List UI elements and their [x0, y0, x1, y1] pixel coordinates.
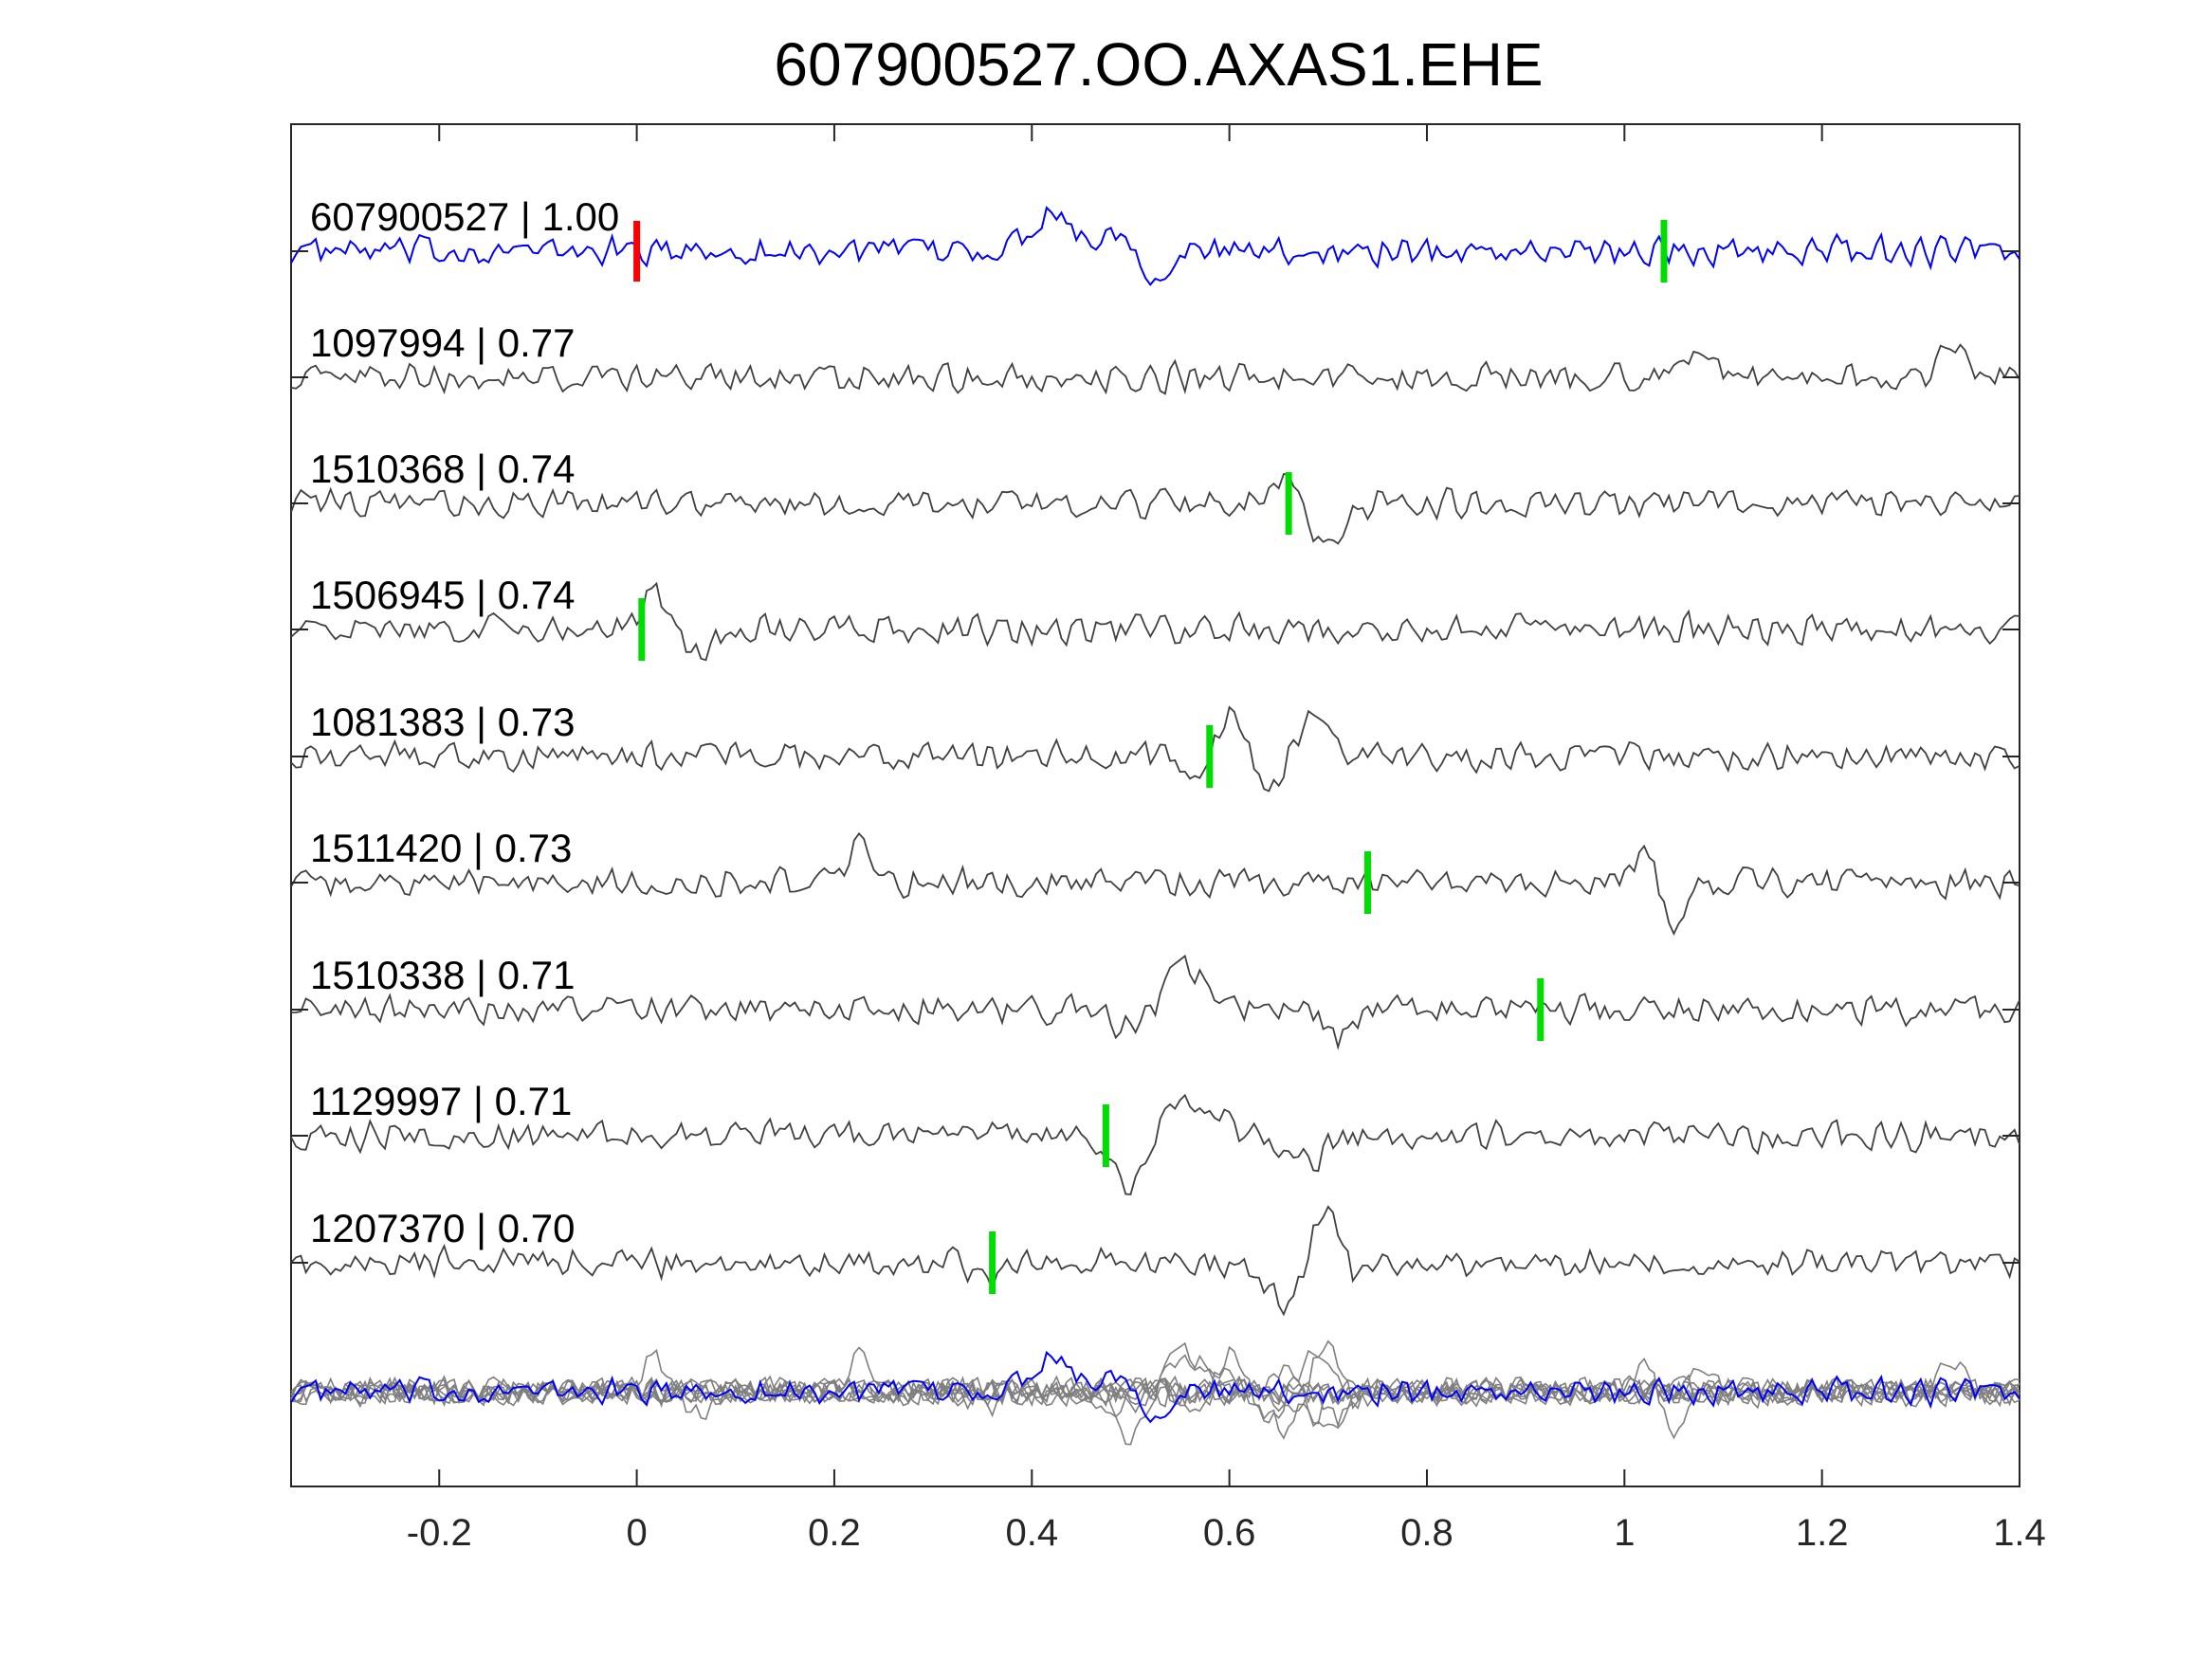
xtick-label: -0.2	[407, 1512, 472, 1554]
trace-line-1510338	[290, 954, 2020, 1051]
stack-line-1207370	[290, 1340, 2020, 1440]
xtick-label: 0	[626, 1512, 647, 1554]
trace-line-1207370	[290, 1205, 2020, 1317]
xtick-label: 0.8	[1400, 1512, 1453, 1554]
trace-label-1510338: 1510338 | 0.71	[310, 953, 576, 997]
trace-line-1097994	[290, 343, 2020, 395]
trace-label-1081383: 1081383 | 0.73	[310, 700, 576, 744]
xtick-label: 0.6	[1203, 1512, 1256, 1554]
xtick-label: 1	[1614, 1512, 1635, 1554]
trace-label-1510368: 1510368 | 0.74	[310, 447, 576, 491]
trace-line-1511420	[290, 831, 2020, 937]
trace-label-1506945: 1506945 | 0.74	[310, 573, 576, 617]
trace-line-1081383	[290, 705, 2020, 793]
x-axis: -0.2 0 0.2 0.4 0.6 0.8 1 1.2 1.4	[407, 124, 2046, 1554]
plot-area	[290, 123, 2020, 1487]
xtick-label: 0.4	[1005, 1512, 1058, 1554]
trace-labels-layer: 607900527 | 1.00 1097994 | 0.77 1510368 | …	[310, 194, 619, 1250]
trace-label-1511420: 1511420 | 0.73	[310, 826, 572, 870]
trace-line-1510368	[290, 472, 2020, 545]
traces-layer	[290, 206, 2020, 1317]
trace-label-607900527: 607900527 | 1.00	[310, 194, 619, 239]
stacked-overlay	[290, 1340, 2020, 1446]
trace-label-1207370: 1207370 | 0.70	[310, 1206, 576, 1250]
trace-line-607900527	[290, 206, 2020, 286]
stack-line-607900527	[290, 1350, 2020, 1424]
picks-layer	[633, 220, 1668, 1294]
chart-title: 607900527.OO.AXAS1.EHE	[774, 30, 1543, 99]
trace-label-1129997: 1129997 | 0.71	[310, 1079, 572, 1123]
xtick-label: 1.2	[1796, 1512, 1849, 1554]
xtick-label: 0.2	[808, 1512, 861, 1554]
xtick-label: 1.4	[1993, 1512, 2046, 1554]
trace-line-1506945	[290, 581, 2020, 662]
trace-line-1129997	[290, 1093, 2020, 1195]
trace-label-1097994: 1097994 | 0.77	[310, 320, 576, 365]
